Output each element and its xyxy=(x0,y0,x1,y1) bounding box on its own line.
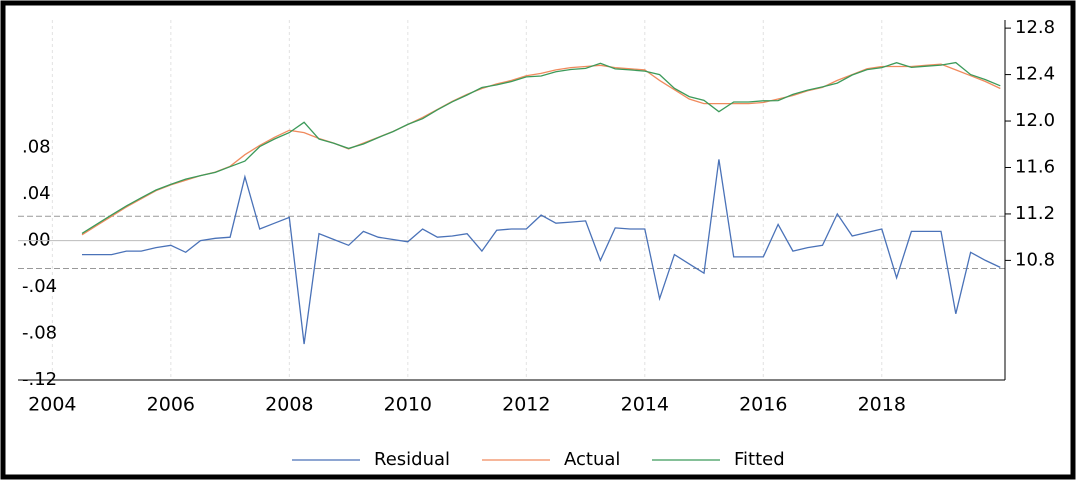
x-tick-label: 2012 xyxy=(502,394,550,416)
legend-label: Actual xyxy=(564,449,620,470)
y2-tick-label: 12.4 xyxy=(1015,64,1055,85)
series-line xyxy=(81,63,1001,236)
series-line xyxy=(81,61,1001,234)
x-tick-label: 2004 xyxy=(28,394,76,416)
x-tick-label: 2016 xyxy=(739,394,787,416)
y-tick-label: .08 xyxy=(22,137,51,158)
y-tick-label: -.04 xyxy=(22,276,57,297)
y2-tick-label: 10.8 xyxy=(1015,249,1055,270)
x-tick-label: 2006 xyxy=(147,394,195,416)
x-tick-label: 2008 xyxy=(265,394,313,416)
y2-tick-label: 12.8 xyxy=(1015,17,1055,38)
y2-tick-label: 11.6 xyxy=(1015,156,1055,177)
y2-tick-label: 12.0 xyxy=(1015,110,1055,131)
series-line xyxy=(82,159,1001,345)
y-tick-label: -.08 xyxy=(22,323,57,344)
x-tick-label: 2014 xyxy=(621,394,669,416)
legend-label: Residual xyxy=(374,449,450,470)
y-tick-label: .04 xyxy=(22,183,51,204)
x-tick-label: 2018 xyxy=(858,394,906,416)
x-tick-label: 2010 xyxy=(384,394,432,416)
y2-tick-label: 11.2 xyxy=(1015,203,1055,224)
legend-label: Fitted xyxy=(734,449,785,470)
